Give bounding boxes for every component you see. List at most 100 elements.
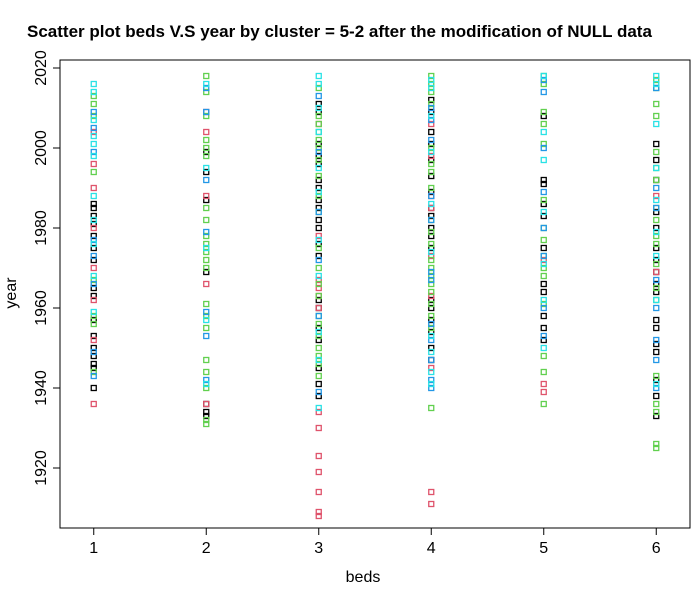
y-tick-label: 2000 — [33, 130, 50, 166]
data-point — [315, 304, 322, 312]
data-point — [315, 108, 322, 116]
data-point — [90, 256, 97, 264]
data-point — [540, 304, 547, 312]
data-point — [315, 136, 322, 144]
data-point — [315, 188, 322, 196]
data-point — [315, 324, 322, 332]
y-tick-label: 1980 — [33, 210, 50, 246]
data-point — [315, 452, 322, 460]
data-point — [540, 388, 547, 396]
data-point — [428, 288, 435, 296]
data-point — [90, 128, 97, 136]
data-point — [428, 404, 435, 412]
data-point — [90, 192, 97, 200]
data-point — [653, 324, 660, 332]
data-point — [315, 312, 322, 320]
data-point — [315, 120, 322, 128]
data-point — [428, 212, 435, 220]
data-point — [90, 92, 97, 100]
data-point — [90, 168, 97, 176]
x-tick-label: 4 — [427, 540, 436, 557]
data-point — [653, 316, 660, 324]
data-point — [653, 80, 660, 88]
data-point — [203, 248, 210, 256]
data-point — [653, 84, 660, 92]
data-point — [90, 80, 97, 88]
data-point — [428, 300, 435, 308]
data-point — [653, 340, 660, 348]
data-point — [315, 488, 322, 496]
data-point — [428, 356, 435, 364]
data-point — [203, 84, 210, 92]
data-point — [540, 336, 547, 344]
x-axis-label: beds — [346, 569, 381, 586]
y-tick-label: 2020 — [33, 50, 50, 86]
data-point — [653, 176, 660, 184]
data-point — [428, 168, 435, 176]
data-point — [428, 500, 435, 508]
data-point — [90, 132, 97, 140]
data-point — [428, 112, 435, 120]
data-point — [653, 260, 660, 268]
data-point — [428, 316, 435, 324]
data-point — [203, 268, 210, 276]
data-point — [428, 108, 435, 116]
data-point — [315, 336, 322, 344]
data-point — [540, 400, 547, 408]
data-point — [653, 224, 660, 232]
data-point — [315, 388, 322, 396]
data-point — [203, 300, 210, 308]
data-point — [540, 296, 547, 304]
data-point — [428, 280, 435, 288]
data-point — [540, 260, 547, 268]
data-point — [315, 196, 322, 204]
data-point — [428, 384, 435, 392]
data-point — [428, 204, 435, 212]
data-point — [203, 308, 210, 316]
data-point — [540, 176, 547, 184]
data-point — [315, 128, 322, 136]
data-point — [653, 100, 660, 108]
data-point — [315, 192, 322, 200]
data-point — [653, 276, 660, 284]
data-point — [653, 252, 660, 260]
y-axis: 1920 1940 1960 1980 2000 2020 — [33, 50, 60, 486]
data-point — [315, 256, 322, 264]
data-point — [540, 208, 547, 216]
data-point — [653, 356, 660, 364]
data-point — [315, 284, 322, 292]
data-point — [90, 152, 97, 160]
data-point — [428, 272, 435, 280]
data-point — [90, 320, 97, 328]
data-point — [653, 164, 660, 172]
data-point — [428, 96, 435, 104]
data-point — [540, 156, 547, 164]
data-point — [315, 276, 322, 284]
x-tick-label: 3 — [314, 540, 323, 557]
data-point — [540, 224, 547, 232]
data-point — [428, 344, 435, 352]
data-point — [90, 296, 97, 304]
data-point — [315, 224, 322, 232]
data-point — [315, 404, 322, 412]
data-point — [315, 364, 322, 372]
data-point — [428, 356, 435, 364]
data-point — [428, 332, 435, 340]
data-point — [653, 176, 660, 184]
data-point — [315, 252, 322, 260]
data-point — [540, 368, 547, 376]
data-point — [315, 352, 322, 360]
data-point — [203, 228, 210, 236]
data-point — [315, 236, 322, 244]
data-point — [315, 80, 322, 88]
data-point — [203, 256, 210, 264]
data-point — [428, 380, 435, 388]
data-point — [203, 88, 210, 96]
data-point — [428, 232, 435, 240]
data-point — [315, 232, 322, 240]
x-tick-label: 1 — [89, 540, 98, 557]
data-point — [540, 188, 547, 196]
data-point — [90, 368, 97, 376]
data-point — [315, 104, 322, 112]
data-point — [653, 216, 660, 224]
